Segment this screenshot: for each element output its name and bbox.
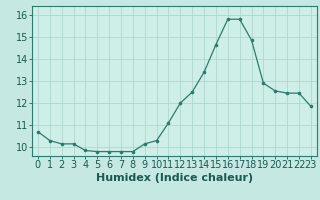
- X-axis label: Humidex (Indice chaleur): Humidex (Indice chaleur): [96, 173, 253, 183]
